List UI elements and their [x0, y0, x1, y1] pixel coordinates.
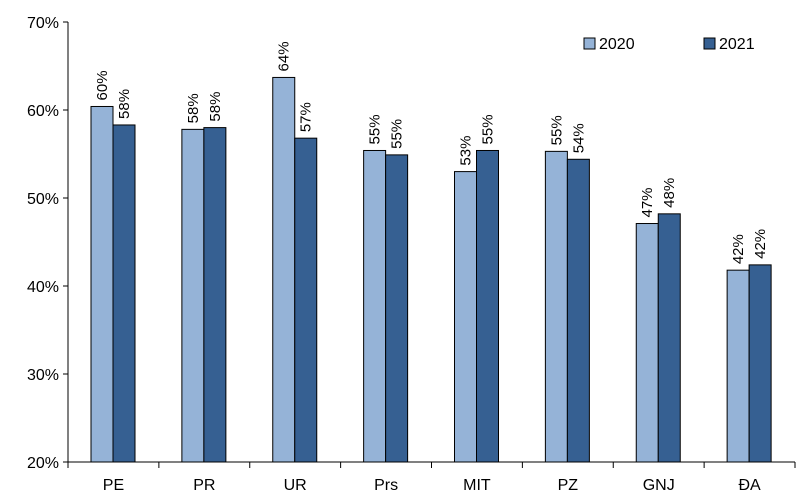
x-tick-label: PZ — [558, 477, 579, 494]
legend-label: 2021 — [719, 36, 755, 53]
data-label: 58% — [116, 89, 133, 119]
x-tick-label: ĐA — [738, 477, 761, 494]
bar-2020-UR — [272, 76, 296, 463]
data-label: 58% — [207, 92, 224, 122]
bar-2021-ĐA — [748, 264, 772, 463]
data-label: 55% — [367, 114, 384, 144]
data-label: 47% — [639, 187, 656, 217]
data-label: 55% — [548, 115, 565, 145]
y-tick-label: 70% — [27, 15, 59, 32]
data-label: 53% — [458, 136, 475, 166]
y-tick-label: 40% — [27, 279, 59, 296]
y-tick-label: 60% — [27, 103, 59, 120]
y-tick-label: 30% — [27, 367, 59, 384]
data-label: 42% — [752, 229, 769, 259]
bar-2020-PZ — [544, 150, 568, 463]
data-label: 57% — [298, 102, 315, 132]
x-tick-label: Prs — [374, 477, 398, 494]
legend-swatch-2020 — [583, 37, 596, 50]
x-tick-label: MIT — [463, 477, 491, 494]
bar-2020-GNJ — [635, 223, 659, 463]
legend-label: 2020 — [599, 36, 635, 53]
data-label: 64% — [276, 41, 293, 71]
data-label: 55% — [389, 119, 406, 149]
data-label: 55% — [480, 114, 497, 144]
bar-2021-PR — [203, 127, 227, 463]
x-tick-label: PE — [103, 477, 124, 494]
bar-2020-ĐA — [726, 269, 750, 463]
bar-2021-UR — [294, 137, 318, 463]
bar-2020-PE — [90, 105, 114, 463]
plot-area: 20% 30% 40% 50% 60% 70% 60% 58% PE 58% 58% PR 64% 57%… — [27, 15, 796, 494]
bar-2020-PR — [181, 128, 205, 463]
data-label: 54% — [570, 123, 587, 153]
data-label: 48% — [661, 178, 678, 208]
y-tick-label: 20% — [27, 455, 59, 472]
bar-2021-Prs — [385, 154, 409, 463]
bar-2021-GNJ — [657, 213, 681, 463]
data-label: 60% — [94, 70, 111, 100]
data-label: 58% — [185, 93, 202, 123]
bar-2021-MIT — [476, 149, 499, 463]
data-label: 42% — [730, 234, 747, 264]
y-tick-label: 50% — [27, 191, 59, 208]
bar-2020-MIT — [454, 171, 477, 463]
bar-2021-PE — [112, 124, 136, 463]
x-tick-label: UR — [284, 477, 307, 494]
x-tick-label: PR — [193, 477, 215, 494]
legend-swatch-2021 — [703, 37, 716, 50]
x-tick-label: GNJ — [643, 477, 675, 494]
legend: 2020 2021 — [583, 36, 755, 53]
bar-2020-Prs — [363, 149, 387, 463]
bar-2021-PZ — [566, 158, 590, 463]
